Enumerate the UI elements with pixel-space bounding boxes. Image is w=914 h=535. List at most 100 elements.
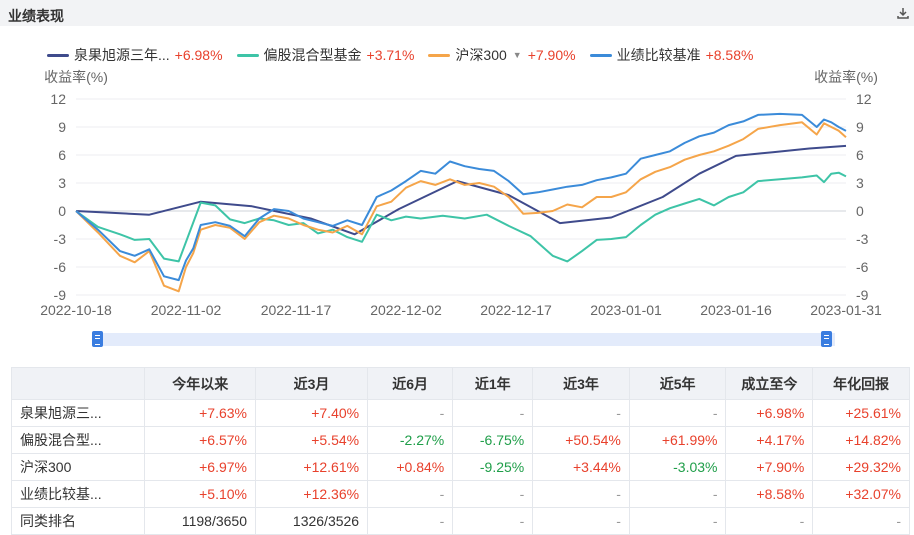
- table-cell: -6.75%: [452, 426, 534, 454]
- dropdown-arrow-icon[interactable]: ▼: [512, 50, 522, 60]
- table-row: 偏股混合型... +6.57% +5.54% -2.27% -6.75% +50.54% +…: [10, 426, 910, 454]
- legend-label: 泉果旭源三年...: [74, 47, 170, 63]
- legend-item[interactable]: 偏股混合型基金 +3.71%: [236, 45, 415, 65]
- row-name: 偏股混合型...: [10, 426, 146, 454]
- table-row: 泉果旭源三... +7.63% +7.40% - - - - +6.98% +25.61%: [10, 399, 910, 427]
- x-tick-label: 2022-11-17: [261, 302, 332, 318]
- x-tick-label: 2022-12-17: [480, 302, 552, 318]
- table-cell: -: [367, 507, 454, 535]
- legend-item[interactable]: 沪深300 ▼ +7.90%: [428, 45, 576, 65]
- y-tick-left: 6: [58, 147, 66, 163]
- table-cell: +61.99%: [628, 426, 727, 454]
- table-cell: -: [532, 399, 630, 427]
- table-cell: -: [367, 480, 454, 508]
- table-cell: -: [367, 399, 454, 427]
- table-header-cell: 近3月: [254, 367, 369, 400]
- table-cell: +5.54%: [254, 426, 369, 454]
- series-line: [75, 112, 847, 282]
- y-tick-right: 9: [856, 119, 864, 135]
- legend-swatch: [47, 53, 69, 57]
- section-title: 业绩表现: [8, 8, 64, 24]
- table-cell: -: [628, 399, 727, 427]
- table-header-cell: 年化回报: [812, 367, 910, 400]
- row-name: 业绩比较基...: [10, 480, 146, 508]
- table-cell: -: [812, 507, 910, 535]
- legend-label: 业绩比较基准: [616, 47, 701, 63]
- row-name: 沪深300: [10, 453, 146, 481]
- series-line: [75, 121, 847, 293]
- y-tick-left: -3: [54, 231, 67, 247]
- legend-swatch: [236, 53, 259, 57]
- row-name: 泉果旭源三...: [10, 399, 146, 427]
- table-cell: +6.57%: [144, 426, 256, 454]
- table-cell: -: [628, 480, 727, 508]
- table-cell: +6.98%: [725, 399, 814, 427]
- table-cell: -: [452, 399, 534, 427]
- table-header-cell: 成立至今: [725, 367, 814, 400]
- chart-legend: 泉果旭源三年... +6.98% 偏股混合型基金 +3.71% 沪深300 ▼ +7.90%…: [47, 46, 767, 64]
- table-cell: +12.61%: [254, 453, 369, 481]
- table-cell: 1198/3650: [144, 507, 256, 535]
- table-cell: -: [452, 480, 534, 508]
- x-tick-label: 2022-11-02: [151, 302, 222, 318]
- table-header-cell: 近6月: [367, 367, 454, 400]
- table-cell: +12.36%: [254, 480, 369, 508]
- table-cell: -: [628, 507, 727, 535]
- table-cell: +14.82%: [812, 426, 910, 454]
- legend-item[interactable]: 业绩比较基准 +8.58%: [589, 45, 753, 65]
- table-cell: 1326/3526: [254, 507, 369, 535]
- y-tick-right: 3: [856, 175, 864, 191]
- legend-label: 沪深300: [455, 47, 507, 63]
- table-header-cell: 近1年: [452, 367, 534, 400]
- y-tick-right: 0: [856, 203, 864, 219]
- y-tick-right: -3: [856, 231, 869, 247]
- performance-chart: 收益率(%) 收益率(%)12 129 96 63 30 0-3 -3-6 -6-9 -92022…: [40, 69, 882, 318]
- zoom-slider-right-handle[interactable]: [821, 331, 832, 347]
- table-row: 同类排名 1198/3650 1326/3526- - - - - -: [10, 507, 910, 535]
- y-tick-left: -9: [54, 287, 67, 303]
- x-tick-label: 2023-01-01: [590, 302, 662, 318]
- table-cell: -: [532, 480, 630, 508]
- y-tick-left: 9: [58, 119, 66, 135]
- table-cell: -9.25%: [452, 453, 534, 481]
- table-cell: -3.03%: [628, 453, 727, 481]
- row-name: 同类排名: [10, 507, 146, 535]
- zoom-slider-track[interactable]: [92, 333, 835, 346]
- y-tick-left: 3: [58, 175, 66, 191]
- y-axis-title-right: 收益率(%): [814, 69, 878, 85]
- x-tick-label: 2022-12-02: [370, 302, 442, 318]
- table-cell: -: [725, 507, 814, 535]
- legend-value: +3.71%: [366, 47, 415, 63]
- zoom-slider-left-handle[interactable]: [92, 331, 103, 347]
- performance-table: 今年以来 近3月 近6月 近1年 近3年 近5年 成立至今 年化回报 泉果旭源三... +7.6…: [10, 367, 910, 535]
- table-cell: +50.54%: [532, 426, 630, 454]
- legend-swatch: [589, 53, 612, 57]
- table-cell: +4.17%: [725, 426, 814, 454]
- y-tick-right: 6: [856, 147, 864, 163]
- table-cell: -2.27%: [367, 426, 454, 454]
- table-header-cell: 近5年: [628, 367, 727, 400]
- legend-swatch: [428, 53, 451, 57]
- table-cell: -: [532, 507, 630, 535]
- table-cell: +7.40%: [254, 399, 369, 427]
- legend-value: +7.90%: [527, 47, 576, 63]
- download-icon[interactable]: [896, 6, 910, 20]
- y-tick-left: 0: [58, 203, 66, 219]
- y-tick-right: 12: [856, 91, 872, 107]
- table-cell: -: [452, 507, 534, 535]
- table-cell: +32.07%: [812, 480, 910, 508]
- table-cell: +7.63%: [144, 399, 256, 427]
- y-tick-right: -9: [856, 287, 869, 303]
- series-line: [75, 144, 847, 236]
- legend-value: +6.98%: [174, 47, 223, 63]
- table-body: 泉果旭源三... +7.63% +7.40% - - - - +6.98% +25.61% 偏股混…: [10, 399, 910, 535]
- legend-item[interactable]: 泉果旭源三年... +6.98%: [47, 45, 223, 65]
- legend-label: 偏股混合型基金: [263, 47, 362, 63]
- table-row: 沪深300 +6.97% +12.61% +0.84% -9.25% +3.44% -3.0…: [10, 453, 910, 481]
- table-cell: +25.61%: [812, 399, 910, 427]
- y-axis-title-left: 收益率(%): [44, 69, 108, 85]
- y-tick-left: 12: [50, 91, 66, 107]
- table-header-cell: [10, 367, 146, 400]
- x-tick-label: 2023-01-31: [810, 302, 882, 318]
- table-cell: +5.10%: [144, 480, 256, 508]
